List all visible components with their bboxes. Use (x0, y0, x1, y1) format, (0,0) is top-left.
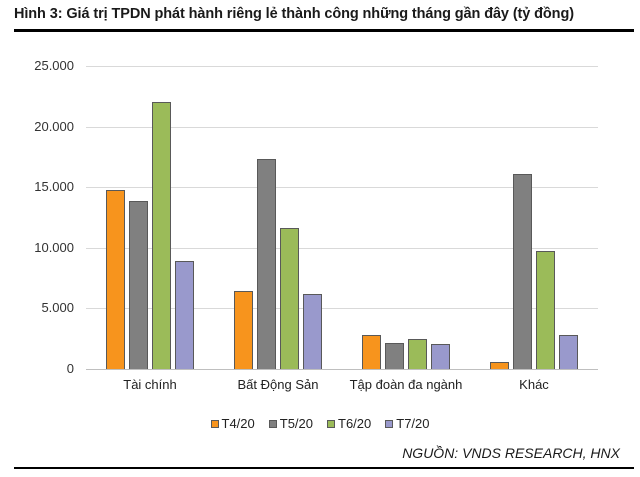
gridline (86, 308, 598, 309)
legend-swatch-icon (210, 419, 219, 428)
bar-T7-20-3 (559, 335, 579, 369)
legend-swatch-icon (327, 419, 335, 428)
bar-T6-20-2 (408, 338, 428, 369)
gridline (86, 127, 598, 128)
x-axis-line (86, 369, 598, 370)
gridline (86, 187, 598, 188)
bar-T4-20-1 (233, 290, 253, 369)
y-tick-label: 20.000 (34, 119, 74, 134)
bar-T7-20-1 (303, 293, 323, 369)
y-tick-label: 5.000 (41, 300, 74, 315)
legend-label: T4/20 (221, 416, 255, 431)
y-tick-label: 0 (66, 361, 74, 376)
x-category-label: Tài chính (123, 377, 177, 392)
legend-item: T4/20 (210, 416, 255, 431)
source-note: NGUỒN: VNDS RESEARCH, HNX (402, 445, 620, 461)
bar-T5-20-1 (256, 159, 276, 369)
legend-item: T6/20 (327, 416, 371, 431)
gridline (86, 66, 598, 67)
chart-legend: T4/20 T5/20 T6/20 T7/20 (0, 416, 640, 431)
bar-T5-20-3 (512, 173, 532, 369)
y-tick-label: 15.000 (34, 179, 74, 194)
x-category-label: Tập đoàn đa ngành (349, 377, 463, 392)
bottom-divider (14, 467, 634, 469)
gridline (86, 248, 598, 249)
y-tick-label: 10.000 (34, 240, 74, 255)
bar-T5-20-0 (128, 201, 148, 369)
x-category-label: Bất Động Sản (237, 377, 319, 392)
y-tick-label: 25.000 (34, 58, 74, 73)
bar-T7-20-0 (175, 261, 195, 369)
bar-T7-20-2 (431, 344, 451, 369)
legend-swatch-icon (385, 419, 394, 428)
bar-T5-20-2 (384, 342, 404, 369)
legend-label: T6/20 (338, 416, 372, 431)
legend-label: T7/20 (396, 416, 430, 431)
bar-T4-20-2 (361, 335, 381, 369)
legend-label: T5/20 (279, 416, 313, 431)
bar-T4-20-0 (105, 190, 125, 369)
bar-T4-20-3 (489, 361, 509, 369)
bar-T6-20-3 (536, 250, 556, 369)
bar-T6-20-0 (152, 102, 172, 369)
legend-item: T5/20 (268, 416, 313, 431)
bar-T6-20-1 (280, 227, 300, 369)
x-category-label: Khác (519, 377, 549, 392)
title-divider (14, 29, 634, 32)
legend-swatch-icon (268, 419, 277, 428)
figure-title: Hình 3: Giá trị TPDN phát hành riêng lẻ … (14, 6, 574, 22)
legend-item: T7/20 (385, 416, 430, 431)
